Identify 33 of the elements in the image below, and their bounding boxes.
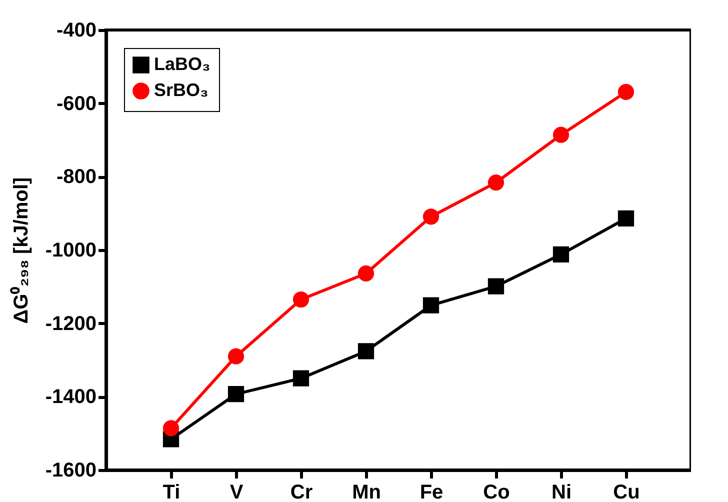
x-tick-label: Co (483, 482, 510, 502)
y-axis-title: ΔG⁰₂₉₈ [kJ/mol] (9, 177, 32, 324)
point (228, 348, 244, 364)
point (422, 208, 440, 225)
point (488, 174, 504, 191)
y-tick-label: -1200 (45, 312, 96, 335)
x-tick-label: Ti (162, 482, 180, 502)
point (228, 386, 244, 402)
legend-label: LaBO₃ (154, 54, 210, 74)
point (162, 420, 180, 436)
point (618, 84, 634, 100)
x-tick-label: V (230, 482, 244, 502)
point (358, 343, 374, 360)
y-tick-label: -1400 (45, 386, 96, 408)
x-tick-label: Cr (290, 482, 313, 502)
y-tick-label: -1000 (45, 240, 96, 262)
point (422, 297, 440, 314)
x-tick-label: Fe (420, 482, 444, 502)
y-tick-label: -400 (56, 20, 96, 42)
point (552, 246, 570, 262)
y-tick-label: -800 (56, 166, 96, 188)
point (488, 278, 504, 294)
point (292, 370, 310, 386)
y-tick-label: -600 (56, 92, 96, 115)
x-tick-label: Ni (552, 482, 572, 502)
x-tick-label: Cu (613, 482, 640, 502)
point (358, 265, 374, 282)
y-tick-label: -1600 (45, 460, 96, 482)
x-tick-label: Mn (352, 482, 381, 502)
point (292, 291, 310, 308)
point (618, 210, 634, 227)
point (552, 126, 570, 143)
legend-label: SrBO₃ (154, 80, 208, 100)
